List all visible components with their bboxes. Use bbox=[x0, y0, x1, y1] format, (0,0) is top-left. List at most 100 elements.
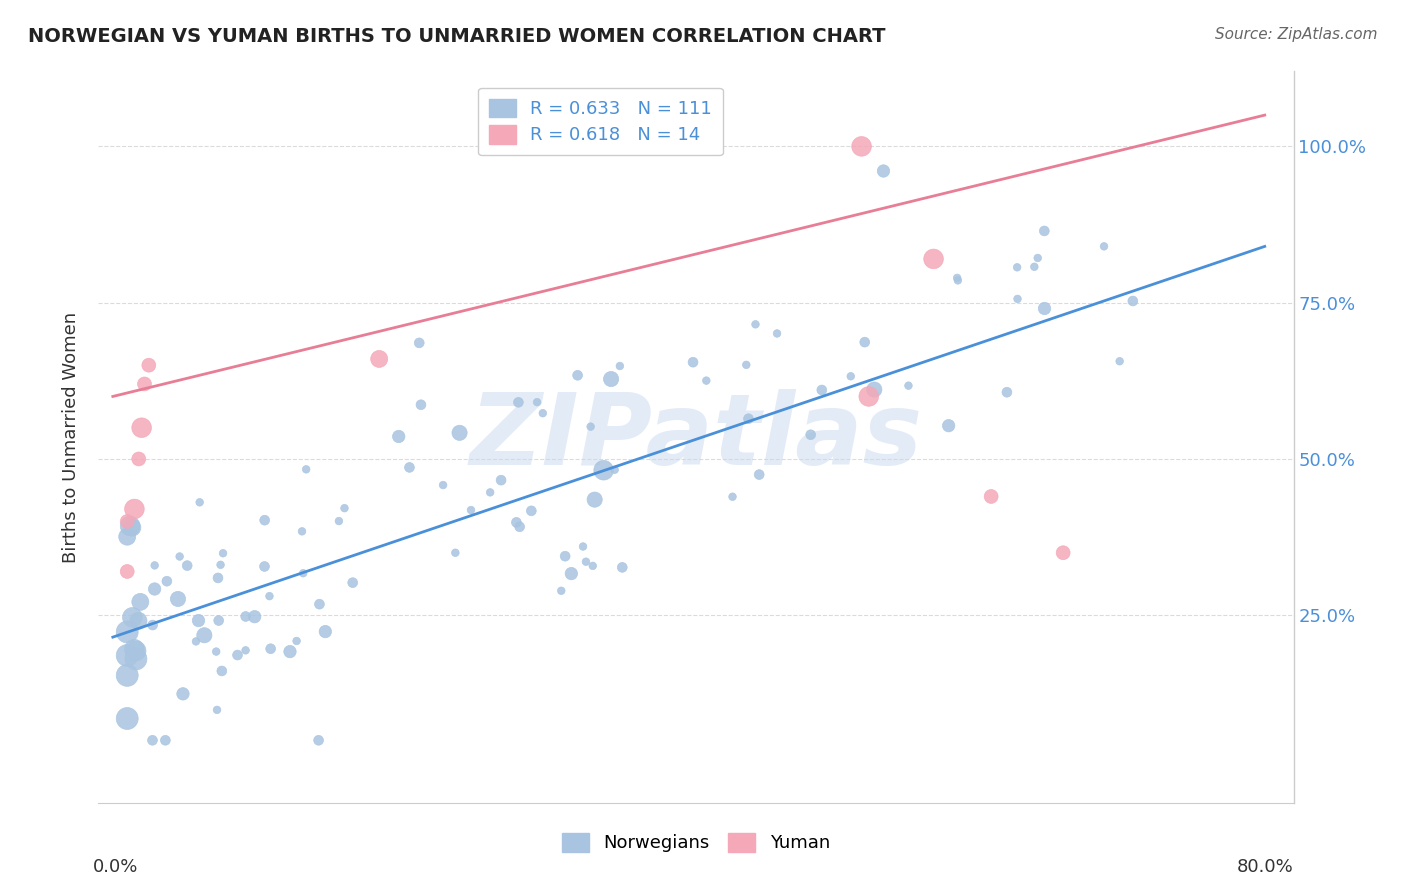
Point bbox=[409, 398, 432, 412]
Point bbox=[155, 733, 177, 747]
Point bbox=[187, 614, 209, 628]
Point bbox=[582, 558, 605, 573]
Point bbox=[853, 335, 876, 350]
Point bbox=[314, 624, 336, 639]
Point bbox=[169, 549, 191, 564]
Point bbox=[124, 502, 146, 516]
Text: ZIPatlas: ZIPatlas bbox=[470, 389, 922, 485]
Point bbox=[167, 591, 190, 606]
Point bbox=[1007, 292, 1029, 306]
Point bbox=[235, 609, 257, 624]
Point bbox=[1033, 301, 1056, 316]
Point bbox=[851, 139, 873, 153]
Point bbox=[211, 664, 233, 678]
Point bbox=[143, 558, 166, 573]
Point bbox=[259, 641, 281, 656]
Point bbox=[531, 406, 554, 420]
Point bbox=[682, 355, 704, 369]
Legend: Norwegians, Yuman: Norwegians, Yuman bbox=[555, 826, 837, 860]
Point bbox=[212, 546, 235, 560]
Point bbox=[1122, 293, 1144, 308]
Point bbox=[550, 583, 572, 598]
Point bbox=[193, 628, 215, 642]
Point bbox=[508, 395, 530, 409]
Point bbox=[695, 374, 717, 388]
Point bbox=[938, 418, 960, 433]
Point bbox=[295, 462, 318, 476]
Point bbox=[141, 733, 163, 747]
Point bbox=[209, 558, 232, 572]
Point bbox=[259, 589, 281, 603]
Point bbox=[205, 703, 228, 717]
Point bbox=[124, 642, 146, 657]
Point bbox=[509, 520, 531, 534]
Point bbox=[115, 712, 138, 726]
Point bbox=[520, 504, 543, 518]
Point bbox=[328, 514, 350, 528]
Text: 0.0%: 0.0% bbox=[93, 858, 138, 876]
Point bbox=[115, 530, 138, 544]
Point bbox=[735, 358, 758, 372]
Point bbox=[333, 501, 356, 516]
Point bbox=[121, 610, 143, 624]
Point bbox=[648, 139, 671, 153]
Point bbox=[176, 558, 198, 573]
Point bbox=[129, 595, 152, 609]
Point bbox=[408, 335, 430, 350]
Point bbox=[922, 252, 945, 266]
Point bbox=[120, 519, 142, 533]
Point bbox=[946, 271, 969, 285]
Point bbox=[388, 429, 411, 443]
Point bbox=[208, 614, 231, 628]
Point bbox=[115, 624, 138, 639]
Point bbox=[188, 495, 211, 509]
Point bbox=[897, 378, 920, 392]
Y-axis label: Births to Unmarried Women: Births to Unmarried Women bbox=[62, 311, 80, 563]
Point bbox=[603, 463, 626, 477]
Point bbox=[839, 369, 862, 384]
Point bbox=[134, 376, 156, 391]
Point bbox=[737, 411, 759, 425]
Point bbox=[526, 395, 548, 409]
Point bbox=[612, 560, 634, 574]
Point bbox=[600, 372, 623, 386]
Point bbox=[127, 614, 149, 628]
Point bbox=[285, 634, 308, 648]
Point bbox=[579, 419, 602, 434]
Point bbox=[128, 452, 150, 467]
Point bbox=[235, 643, 257, 657]
Point bbox=[125, 644, 148, 658]
Point bbox=[138, 358, 160, 372]
Point bbox=[292, 566, 315, 581]
Point bbox=[592, 463, 614, 477]
Point bbox=[115, 565, 138, 579]
Point bbox=[278, 644, 301, 658]
Point bbox=[291, 524, 314, 539]
Point bbox=[308, 733, 330, 747]
Text: NORWEGIAN VS YUMAN BIRTHS TO UNMARRIED WOMEN CORRELATION CHART: NORWEGIAN VS YUMAN BIRTHS TO UNMARRIED W… bbox=[28, 27, 886, 45]
Point bbox=[1026, 251, 1049, 265]
Point bbox=[432, 478, 454, 492]
Point bbox=[609, 359, 631, 373]
Point bbox=[810, 383, 832, 397]
Point bbox=[1052, 546, 1074, 560]
Point bbox=[489, 473, 512, 487]
Point bbox=[308, 597, 330, 611]
Point bbox=[560, 566, 582, 581]
Point bbox=[980, 490, 1002, 504]
Point bbox=[721, 490, 744, 504]
Point bbox=[243, 609, 266, 624]
Point bbox=[398, 460, 420, 475]
Point bbox=[156, 574, 179, 589]
Point bbox=[1092, 239, 1115, 253]
Point bbox=[800, 427, 823, 442]
Point bbox=[505, 516, 527, 530]
Text: 80.0%: 80.0% bbox=[1237, 858, 1294, 876]
Point bbox=[115, 515, 138, 529]
Point bbox=[1108, 354, 1130, 368]
Point bbox=[1005, 260, 1028, 275]
Text: Source: ZipAtlas.com: Source: ZipAtlas.com bbox=[1215, 27, 1378, 42]
Point bbox=[184, 634, 207, 648]
Point bbox=[572, 540, 595, 554]
Point bbox=[479, 485, 502, 500]
